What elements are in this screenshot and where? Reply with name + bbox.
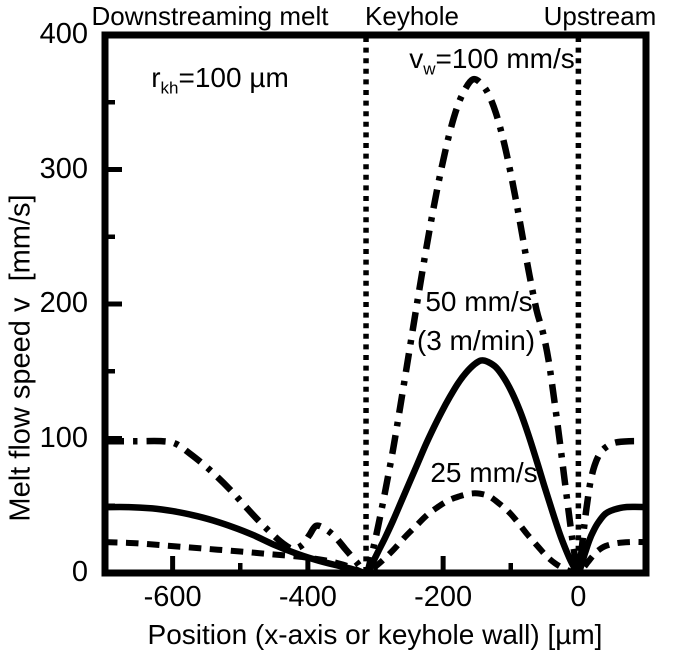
vw-value: =100 mm/s bbox=[435, 43, 575, 74]
y-tick-label: 0 bbox=[71, 555, 88, 588]
rkh-symbol: r bbox=[151, 62, 161, 93]
annotation-series-50-line1: 50 mm/s bbox=[425, 286, 533, 317]
y-tick-label: 200 bbox=[39, 286, 88, 319]
y-axis-label: Melt flow speed v [mm/s] bbox=[4, 194, 37, 522]
vw-symbol: v bbox=[409, 43, 424, 74]
y-tick-label: 100 bbox=[39, 421, 88, 454]
region-label-downstreaming-melt: Downstreaming melt bbox=[91, 1, 329, 31]
y-tick-label: 400 bbox=[39, 17, 88, 50]
y-tick-label: 300 bbox=[39, 152, 88, 185]
annotation-keyhole-radius: rkh=100 µm bbox=[151, 62, 289, 99]
annotation-series-25: 25 mm/s bbox=[430, 457, 538, 488]
x-tick-label: -400 bbox=[278, 581, 337, 613]
curve-vw-25-mm-s bbox=[104, 490, 647, 577]
x-tick-label: -600 bbox=[143, 581, 202, 613]
region-label-upstream: Upstream bbox=[543, 1, 657, 31]
keyhole-boundary-lines bbox=[363, 37, 582, 572]
x-axis-label: Position (x-axis or keyhole wall) [µm] bbox=[147, 619, 603, 650]
rkh-value: =100 µm bbox=[178, 62, 289, 93]
x-tick-label: 0 bbox=[570, 581, 587, 613]
region-label-keyhole: Keyhole bbox=[365, 1, 459, 31]
rkh-subscript: kh bbox=[160, 78, 179, 98]
curve-vw-100-mm-s bbox=[105, 75, 647, 577]
annotation-series-50-line2: (3 m/min) bbox=[416, 325, 536, 356]
vw-subscript: w bbox=[423, 59, 436, 79]
data-curves bbox=[104, 75, 647, 577]
x-tick-label: -200 bbox=[414, 581, 473, 613]
annotation-series-100: vw=100 mm/s bbox=[409, 43, 575, 80]
plot-frame bbox=[101, 31, 650, 577]
